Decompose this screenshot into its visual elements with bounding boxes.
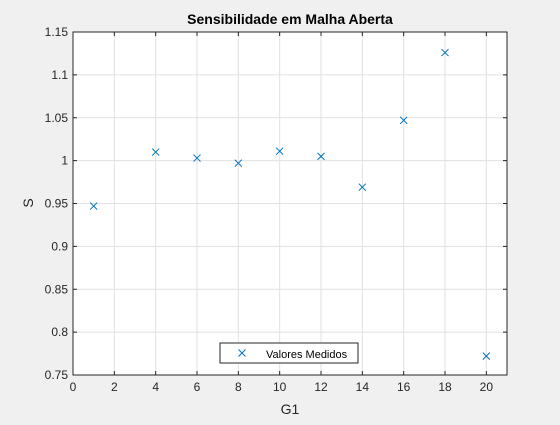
y-tick-label: 1 [61, 154, 68, 168]
legend-label: Valores Medidos [266, 349, 348, 361]
y-tick-label: 0.85 [45, 282, 69, 296]
y-tick-label: 0.75 [45, 368, 69, 382]
data-point [317, 152, 325, 161]
axis-ticks: 0 2 4 6 8 10 12 14 16 18 20 0.75 0.8 0.85 0.9 0.95 1 1.05… [45, 25, 507, 394]
y-tick-label: 1.15 [45, 25, 69, 39]
y-axis-label: S [20, 198, 36, 207]
legend-x-symbol [238, 349, 246, 357]
x-tick-label: 14 [356, 380, 370, 394]
data-points [89, 48, 491, 360]
data-point [441, 48, 449, 57]
data-point [151, 148, 160, 156]
x-tick-label: 20 [480, 380, 494, 394]
x-tick-label: 18 [438, 380, 452, 394]
y-tick-label: 0.8 [51, 325, 68, 339]
x-tick-label: 8 [235, 380, 242, 394]
data-point [193, 154, 201, 162]
data-point [358, 183, 367, 192]
x-tick-label: 0 [70, 380, 77, 394]
data-point [482, 352, 491, 360]
y-tick-label: 0.9 [51, 239, 68, 253]
chart-title: Sensibilidade em Malha Aberta [187, 11, 393, 27]
x-tick-label: 6 [194, 380, 201, 394]
y-tick-label: 1.05 [45, 111, 69, 125]
legend: Valores Medidos [219, 342, 359, 364]
y-tick-label: 1.1 [51, 68, 68, 82]
x-tick-label: 12 [314, 380, 328, 394]
y-tick-label: 0.95 [45, 197, 69, 211]
x-tick-label: 4 [152, 380, 159, 394]
legend-marker-x [238, 349, 246, 357]
data-point [234, 159, 243, 168]
data-point [399, 116, 408, 125]
x-axis-label: G1 [281, 401, 300, 417]
x-tick-label: 16 [397, 380, 411, 394]
x-tick-label: 2 [111, 380, 118, 394]
legend-box [219, 342, 359, 364]
x-tick-label: 10 [273, 380, 287, 394]
data-point [275, 147, 284, 156]
data-point [89, 202, 98, 210]
